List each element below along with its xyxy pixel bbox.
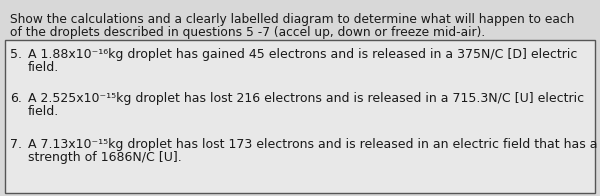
Text: 7.: 7.: [10, 138, 22, 151]
Text: 6.: 6.: [10, 92, 22, 105]
Text: field.: field.: [28, 105, 59, 118]
Text: A 7.13x10⁻¹⁵kg droplet has lost 173 electrons and is released in an electric fie: A 7.13x10⁻¹⁵kg droplet has lost 173 elec…: [28, 138, 598, 151]
Text: field.: field.: [28, 61, 59, 74]
Text: 5.: 5.: [10, 48, 22, 61]
Text: strength of 1686N/C [U].: strength of 1686N/C [U].: [28, 151, 182, 164]
Text: A 1.88x10⁻¹⁶kg droplet has gained 45 electrons and is released in a 375N/C [D] e: A 1.88x10⁻¹⁶kg droplet has gained 45 ele…: [28, 48, 577, 61]
Text: of the droplets described in questions 5 -7 (accel up, down or freeze mid-air).: of the droplets described in questions 5…: [10, 26, 485, 39]
Text: Show the calculations and a clearly labelled diagram to determine what will happ: Show the calculations and a clearly labe…: [10, 13, 574, 26]
Text: A 2.525x10⁻¹⁵kg droplet has lost 216 electrons and is released in a 715.3N/C [U]: A 2.525x10⁻¹⁵kg droplet has lost 216 ele…: [28, 92, 584, 105]
Bar: [5, 40, 595, 193]
